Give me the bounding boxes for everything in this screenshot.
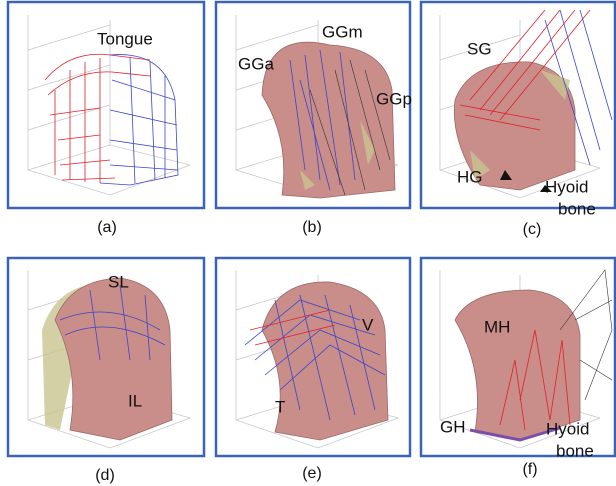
caption: (f) xyxy=(522,461,537,478)
label: bone xyxy=(558,199,596,218)
label: T xyxy=(275,397,285,416)
label: GGp xyxy=(376,89,412,108)
label: Hyoid xyxy=(546,419,589,438)
figure: Tongue GGm GGa GGp SG HG Hyoid bone SL I… xyxy=(0,0,616,486)
caption: (b) xyxy=(302,219,322,236)
label: V xyxy=(362,315,374,334)
label: GGa xyxy=(238,54,274,73)
label: MH xyxy=(484,317,510,336)
label: GH xyxy=(440,417,466,436)
caption: (c) xyxy=(523,221,542,238)
label: Hyoid xyxy=(545,177,588,196)
caption: (e) xyxy=(302,465,322,482)
label: SG xyxy=(467,39,492,58)
label: SL xyxy=(108,272,129,291)
label: Tongue xyxy=(97,29,153,48)
caption: (a) xyxy=(97,219,117,236)
tissue xyxy=(55,278,172,440)
label: IL xyxy=(128,391,142,410)
tongue-surface-d xyxy=(42,278,172,440)
label: HG xyxy=(457,167,483,186)
label: GGm xyxy=(322,22,363,41)
caption: (d) xyxy=(95,467,115,484)
label: bone xyxy=(556,441,594,460)
